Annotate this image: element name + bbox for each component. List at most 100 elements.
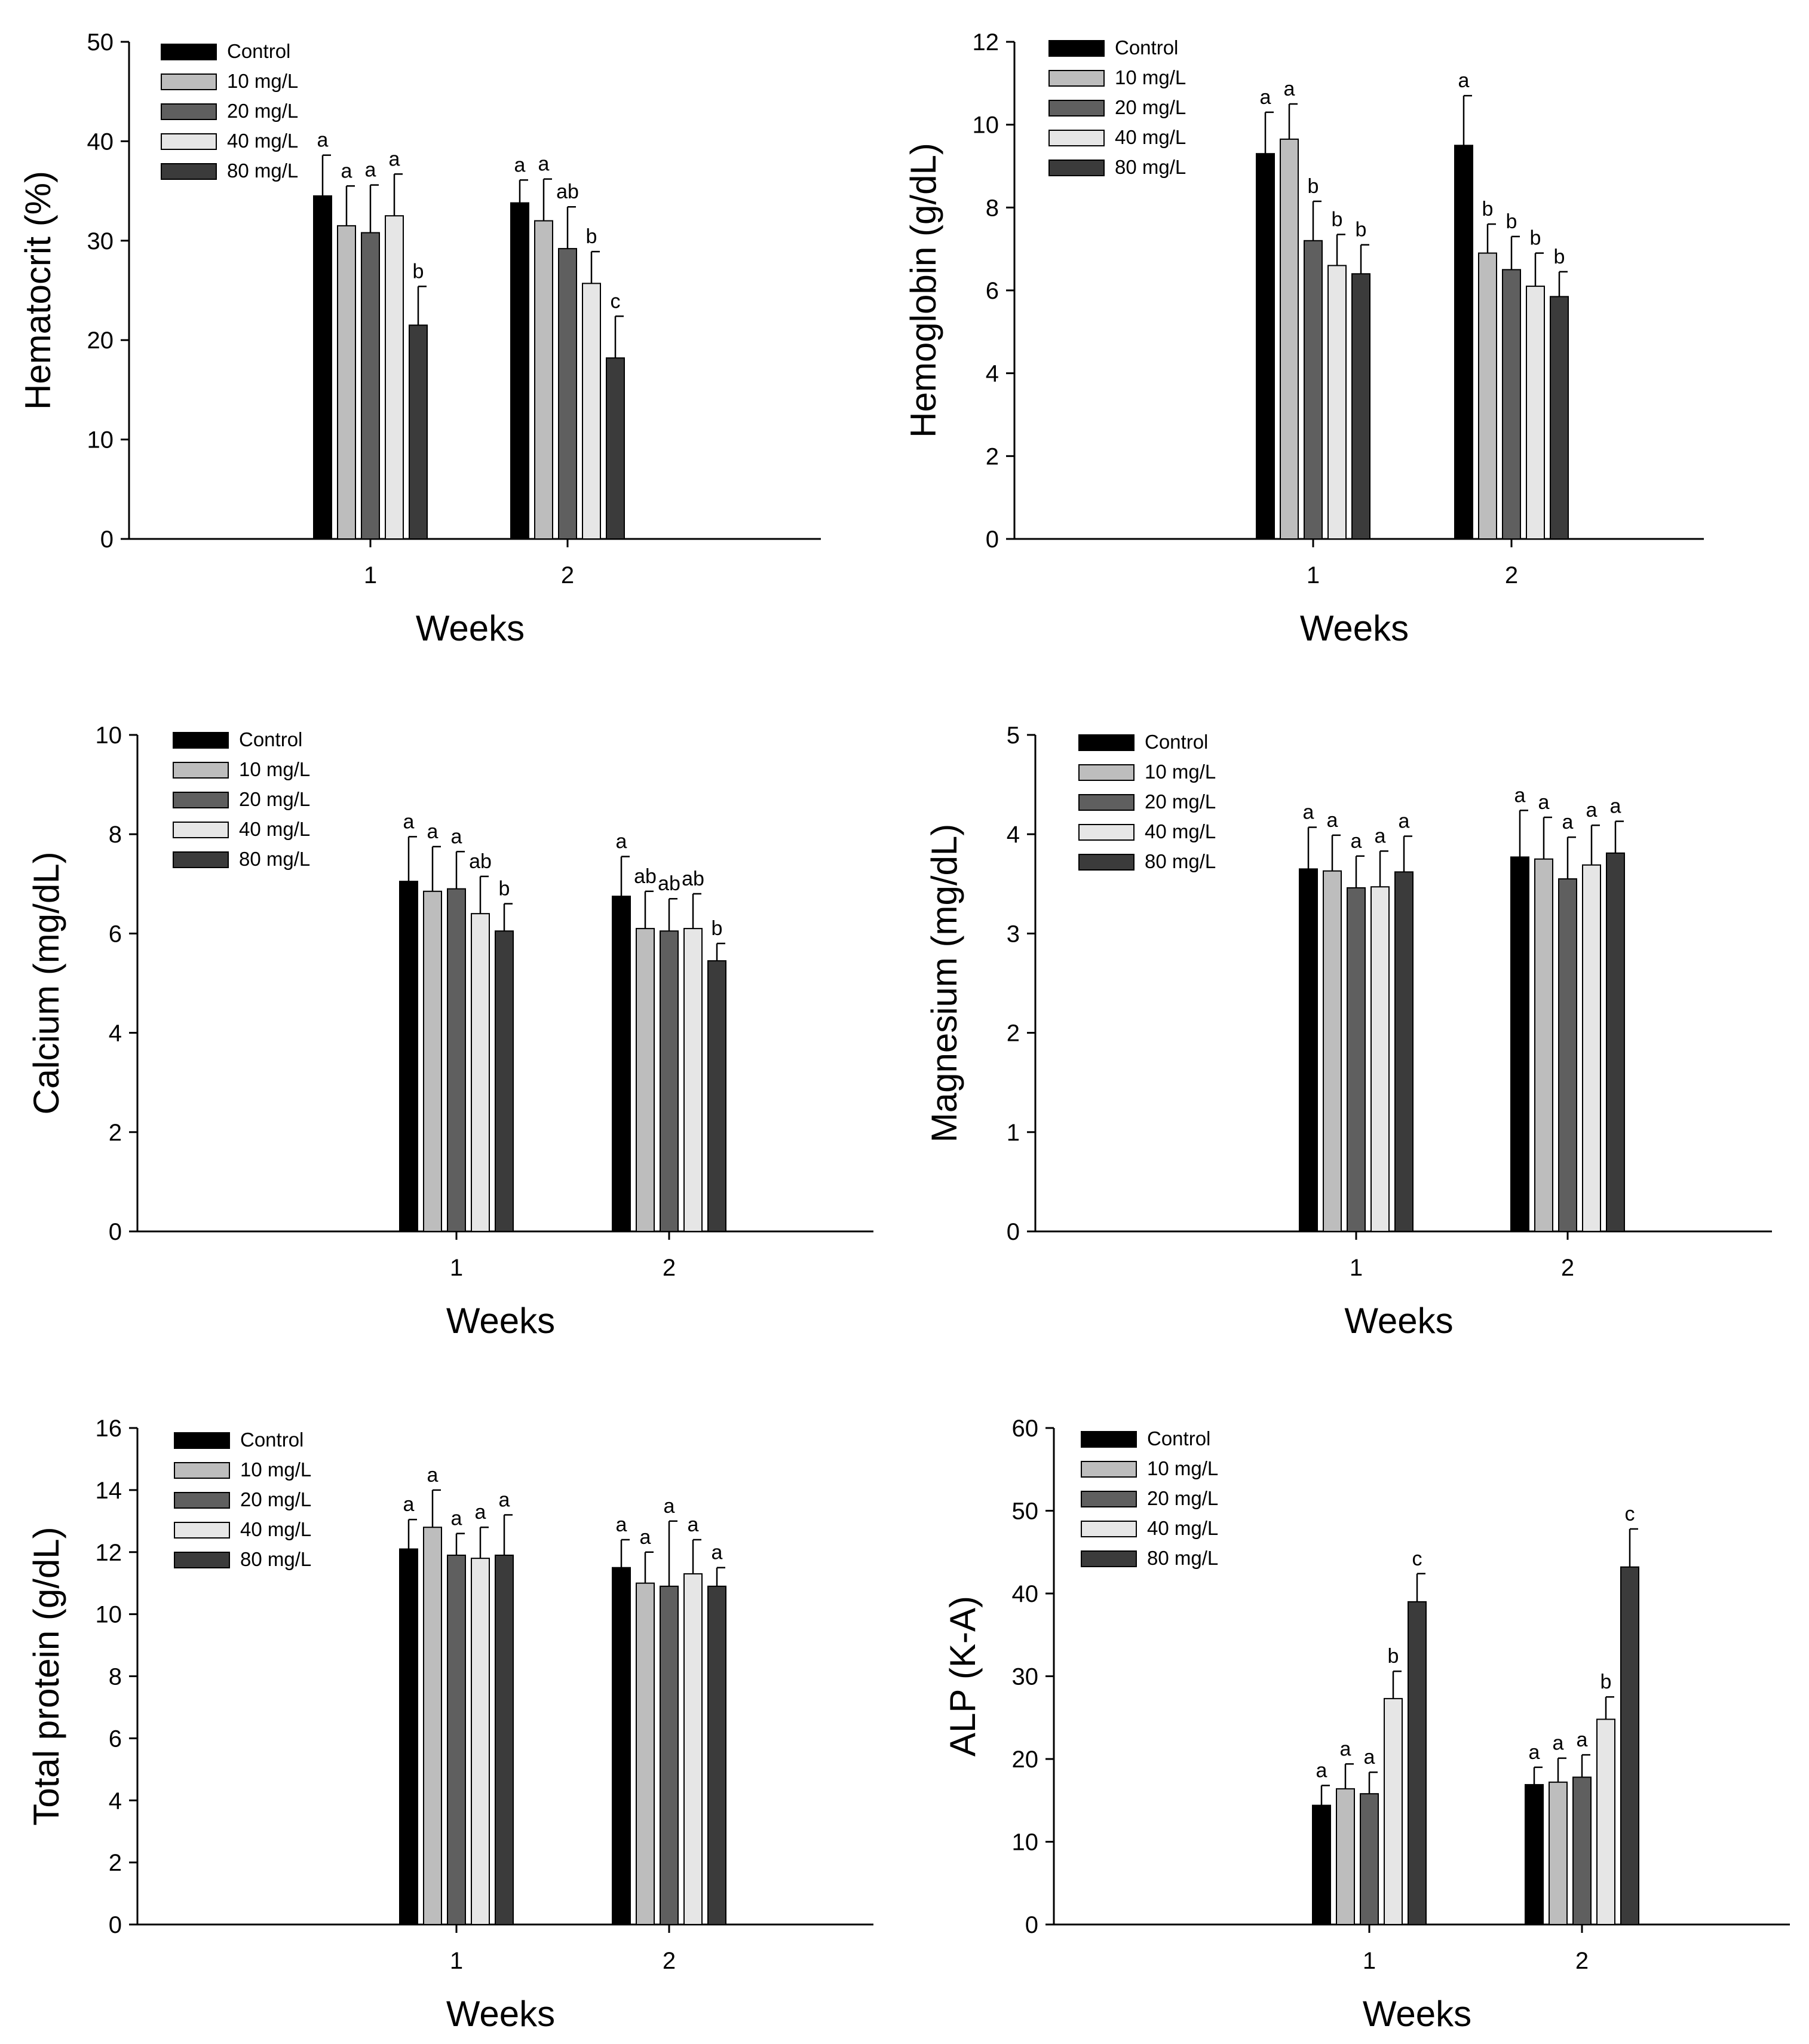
bar-control-week-1 — [1299, 868, 1318, 1232]
bar-20-mg-l-week-1 — [447, 1554, 466, 1926]
significance-letter: a — [499, 1488, 510, 1511]
legend-swatch — [173, 822, 229, 838]
y-tick-label: 8 — [986, 195, 999, 221]
bar-control-week-2 — [1525, 1783, 1544, 1926]
y-tick-label: 0 — [100, 526, 114, 553]
significance-letter: a — [1553, 1732, 1564, 1755]
x-tick-label: 1 — [450, 1255, 463, 1281]
y-axis-title: Hemoglobin (g/dL) — [903, 143, 943, 438]
legend-swatch — [1081, 1431, 1137, 1448]
x-axis-title: Weeks — [446, 1301, 555, 1341]
y-tick-label: 0 — [109, 1912, 122, 1938]
significance-letter: a — [616, 831, 627, 853]
y-tick-label: 10 — [1012, 1830, 1039, 1856]
bar-10-mg-l-week-1 — [1336, 1788, 1355, 1926]
significance-letter: b — [1356, 219, 1367, 241]
y-tick-label: 16 — [96, 1415, 122, 1442]
bar-40-mg-l-week-1 — [1370, 886, 1390, 1232]
significance-letter: b — [1482, 198, 1494, 220]
legend-label: Control — [1145, 731, 1208, 753]
bar-10-mg-l-week-2 — [534, 220, 553, 540]
bar-10-mg-l-week-1 — [1280, 138, 1299, 540]
significance-letter: a — [341, 160, 352, 182]
bar-40-mg-l-week-1 — [1384, 1697, 1403, 1926]
y-tick-label: 20 — [1012, 1746, 1039, 1773]
bar-80-mg-l-week-2 — [1620, 1566, 1639, 1925]
legend: Control 10 mg/L 20 mg/L 40 mg/L 80 mg/L — [173, 728, 310, 870]
bar-control-week-2 — [510, 202, 529, 540]
bar-40-mg-l-week-1 — [471, 1558, 490, 1925]
legend-label: 10 mg/L — [1115, 66, 1186, 88]
y-tick-label: 0 — [1025, 1912, 1038, 1938]
y-tick-label: 12 — [973, 29, 999, 56]
legend-label: 80 mg/L — [1115, 156, 1186, 178]
y-tick-label: 20 — [87, 327, 114, 354]
bar-40-mg-l-week-2 — [1596, 1718, 1615, 1926]
y-tick-label: 30 — [87, 228, 114, 255]
significance-letter: a — [427, 1464, 439, 1487]
significance-letter: a — [1375, 825, 1386, 847]
bar-10-mg-l-week-2 — [636, 928, 655, 1232]
legend-swatch — [1078, 764, 1135, 781]
significance-letter: a — [403, 810, 415, 833]
significance-letter: a — [538, 153, 550, 176]
bar-40-mg-l-week-1 — [385, 215, 404, 540]
significance-letter: a — [403, 1493, 415, 1516]
y-tick-label: 8 — [109, 822, 122, 848]
bar-control-week-1 — [1256, 153, 1275, 540]
bar-40-mg-l-week-2 — [582, 283, 601, 540]
significance-letter: a — [712, 1542, 723, 1564]
significance-letter: a — [1577, 1729, 1588, 1751]
legend-label: 80 mg/L — [1147, 1547, 1218, 1569]
legend-label: 20 mg/L — [239, 788, 310, 810]
significance-letter: b — [1308, 175, 1319, 198]
significance-letter: a — [451, 1507, 462, 1530]
legend-swatch — [161, 44, 217, 60]
bar-20-mg-l-week-2 — [660, 930, 679, 1232]
bar-40-mg-l-week-1 — [471, 913, 490, 1233]
legend-label: Control — [1115, 36, 1178, 59]
y-tick-label: 6 — [109, 1726, 122, 1752]
bar-control-week-2 — [1454, 145, 1473, 540]
bar-40-mg-l-week-2 — [1582, 864, 1601, 1233]
y-tick-label: 30 — [1012, 1664, 1039, 1690]
y-tick-label: 3 — [1007, 921, 1020, 947]
significance-letter: b — [712, 917, 723, 940]
bar-20-mg-l-week-1 — [361, 232, 380, 540]
bar-80-mg-l-week-1 — [495, 930, 514, 1232]
legend-label: 20 mg/L — [1115, 96, 1186, 118]
significance-letter: a — [1529, 1741, 1540, 1764]
legend-swatch — [1078, 854, 1135, 871]
bar-80-mg-l-week-2 — [707, 1585, 726, 1926]
bar-20-mg-l-week-2 — [558, 248, 577, 540]
bar-80-mg-l-week-2 — [606, 357, 625, 540]
y-axis-title: Calcium (mg/dL) — [26, 851, 66, 1114]
legend-swatch — [1048, 40, 1105, 57]
significance-letter: a — [451, 825, 462, 848]
y-tick-label: 5 — [1007, 722, 1020, 749]
legend-label: 20 mg/L — [240, 1488, 311, 1510]
legend-swatch — [174, 1432, 230, 1449]
y-axis-title: Hematocrit (%) — [18, 171, 58, 410]
legend-label: 40 mg/L — [227, 130, 298, 152]
legend-label: 20 mg/L — [1145, 790, 1216, 813]
y-axis-title: Total protein (g/dL) — [26, 1527, 66, 1825]
bar-20-mg-l-week-1 — [447, 888, 466, 1232]
x-tick-label: 2 — [663, 1948, 676, 1974]
significance-letter: a — [514, 154, 526, 176]
significance-letter: ab — [682, 868, 704, 890]
significance-letter: a — [317, 129, 329, 152]
y-tick-label: 12 — [96, 1540, 122, 1566]
significance-letter: a — [365, 159, 376, 182]
significance-letter: ab — [556, 180, 579, 203]
bar-20-mg-l-week-2 — [1572, 1776, 1592, 1925]
y-tick-label: 4 — [1007, 822, 1020, 848]
legend-swatch — [1048, 130, 1105, 146]
bar-20-mg-l-week-2 — [1502, 269, 1521, 540]
significance-letter: a — [1458, 69, 1470, 92]
x-tick-label: 1 — [1350, 1255, 1363, 1281]
y-axis-title: Magnesium (mg/dL) — [924, 824, 964, 1143]
